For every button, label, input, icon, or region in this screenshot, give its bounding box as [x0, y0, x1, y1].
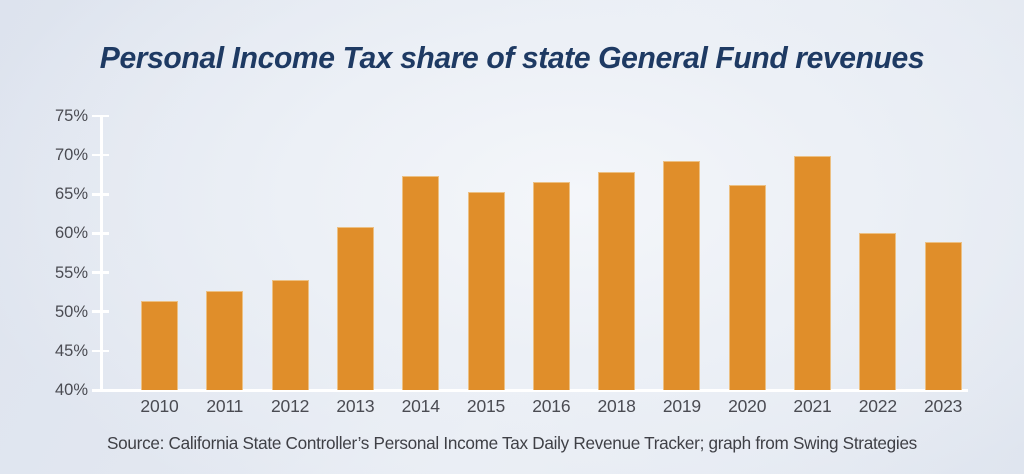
x-tick-label-2012: 2012 [271, 396, 310, 416]
y-tick-label-45: 45% [54, 341, 88, 360]
y-tick-65 [92, 193, 109, 196]
bar-2015 [467, 191, 505, 390]
x-tick-label-2010: 2010 [140, 396, 179, 416]
bar-2023 [924, 242, 962, 390]
y-tick-75 [92, 114, 109, 118]
y-axis-line [100, 116, 103, 391]
bar-2011 [206, 291, 244, 390]
bar-2010 [141, 300, 178, 390]
bar-2018 [598, 172, 636, 390]
bar-2012 [271, 280, 309, 390]
chart-title: Personal Income Tax share of state Gener… [99, 40, 925, 75]
y-tick-50 [92, 310, 109, 313]
y-tick-55 [92, 271, 109, 274]
y-tick-60 [92, 232, 109, 235]
y-tick-label-40: 40% [54, 381, 88, 399]
y-tick-70 [92, 153, 109, 157]
x-tick-label-2021: 2021 [793, 396, 832, 416]
x-tick-label-2019: 2019 [662, 396, 701, 416]
x-tick-label-2011: 2011 [206, 396, 244, 416]
x-tick-label-2013: 2013 [336, 396, 375, 416]
bar-2014 [402, 176, 440, 390]
y-tick-label-55: 55% [54, 263, 88, 282]
bar-2013 [336, 227, 374, 390]
y-tick-label-75: 75% [54, 106, 88, 125]
bar-2021 [794, 155, 831, 390]
x-tick-label-2014: 2014 [401, 396, 440, 416]
x-tick-label-2016: 2016 [532, 396, 571, 416]
y-tick-label-60: 60% [54, 224, 88, 243]
x-axis-line [92, 388, 968, 392]
x-tick-label-2022: 2022 [858, 396, 897, 416]
x-tick-label-2020: 2020 [728, 396, 767, 416]
source-caption: Source: California State Controller’s Pe… [107, 433, 917, 453]
bar-2019 [663, 161, 701, 390]
bar-2022 [859, 233, 897, 390]
y-tick-label-65: 65% [54, 185, 88, 204]
x-tick-label-2023: 2023 [924, 396, 963, 416]
y-tick-45 [92, 349, 109, 353]
y-tick-label-70: 70% [54, 146, 88, 165]
bar-2020 [728, 184, 766, 390]
y-tick-label-50: 50% [54, 302, 88, 321]
x-tick-label-2015: 2015 [466, 396, 506, 416]
x-tick-label-2018: 2018 [597, 396, 636, 416]
bar-2016 [532, 181, 570, 390]
